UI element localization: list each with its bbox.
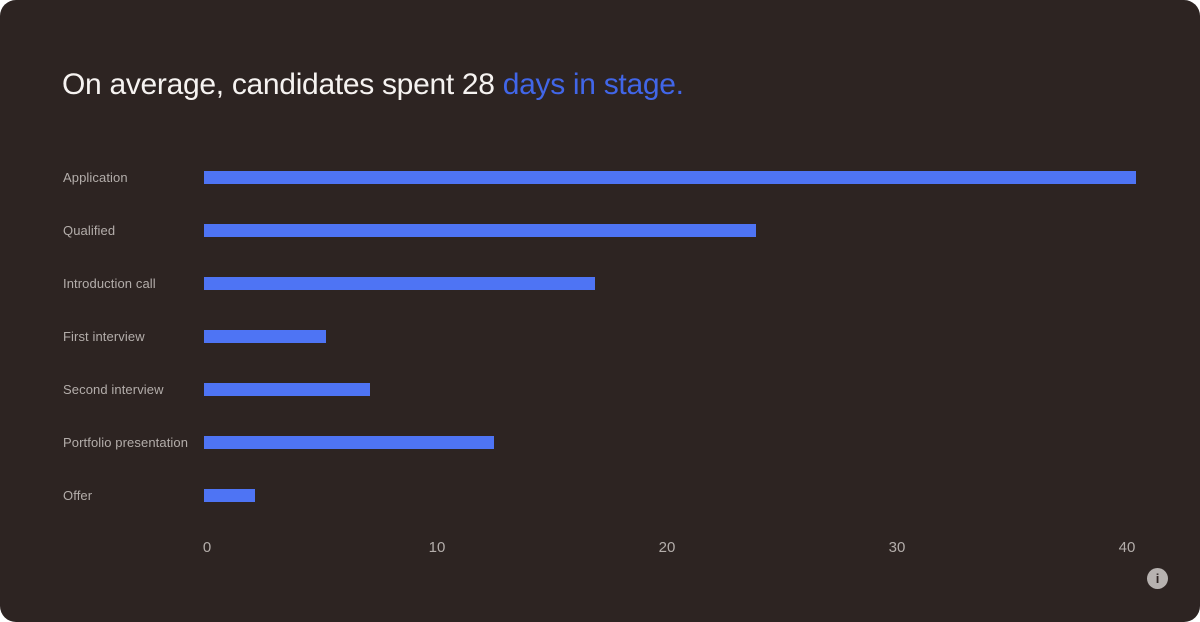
chart-title: On average, candidates spent 28 days in … [62, 68, 684, 102]
x-tick-label: 40 [1118, 539, 1136, 556]
x-tick-label: 30 [888, 539, 906, 556]
chart-row: First interview [0, 310, 1200, 363]
category-label: Application [63, 170, 128, 185]
category-label: Portfolio presentation [63, 435, 189, 450]
x-tick-label: 20 [658, 539, 676, 556]
x-tick-label: 10 [428, 539, 446, 556]
bar-offer [204, 489, 255, 502]
chart-row: Qualified [0, 204, 1200, 257]
category-label: Introduction call [63, 276, 156, 291]
bar-application [204, 171, 1136, 184]
bar-qualified [204, 224, 756, 237]
bar-second-interview [204, 383, 370, 396]
chart-row: Introduction call [0, 257, 1200, 310]
category-label: Offer [63, 488, 93, 503]
chart-row: Application [0, 151, 1200, 204]
chart-row: Second interview [0, 363, 1200, 416]
bar-introduction-call [204, 277, 595, 290]
x-tick-label: 0 [202, 539, 212, 556]
bar-chart: Application Qualified Introduction call Fir… [0, 151, 1200, 522]
title-plain: On average, candidates spent 28 [62, 68, 503, 101]
info-icon[interactable]: i [1147, 568, 1168, 589]
info-icon-glyph: i [1155, 571, 1160, 586]
title-accent: days in stage. [502, 68, 684, 101]
category-label: Qualified [63, 223, 116, 238]
category-label: First interview [63, 329, 145, 344]
x-axis: 0 10 20 30 40 [202, 539, 1144, 557]
chart-row: Offer [0, 469, 1200, 522]
bar-portfolio-presentation [204, 436, 494, 449]
chart-row: Portfolio presentation [0, 416, 1200, 469]
bar-first-interview [204, 330, 326, 343]
category-label: Second interview [63, 382, 164, 397]
